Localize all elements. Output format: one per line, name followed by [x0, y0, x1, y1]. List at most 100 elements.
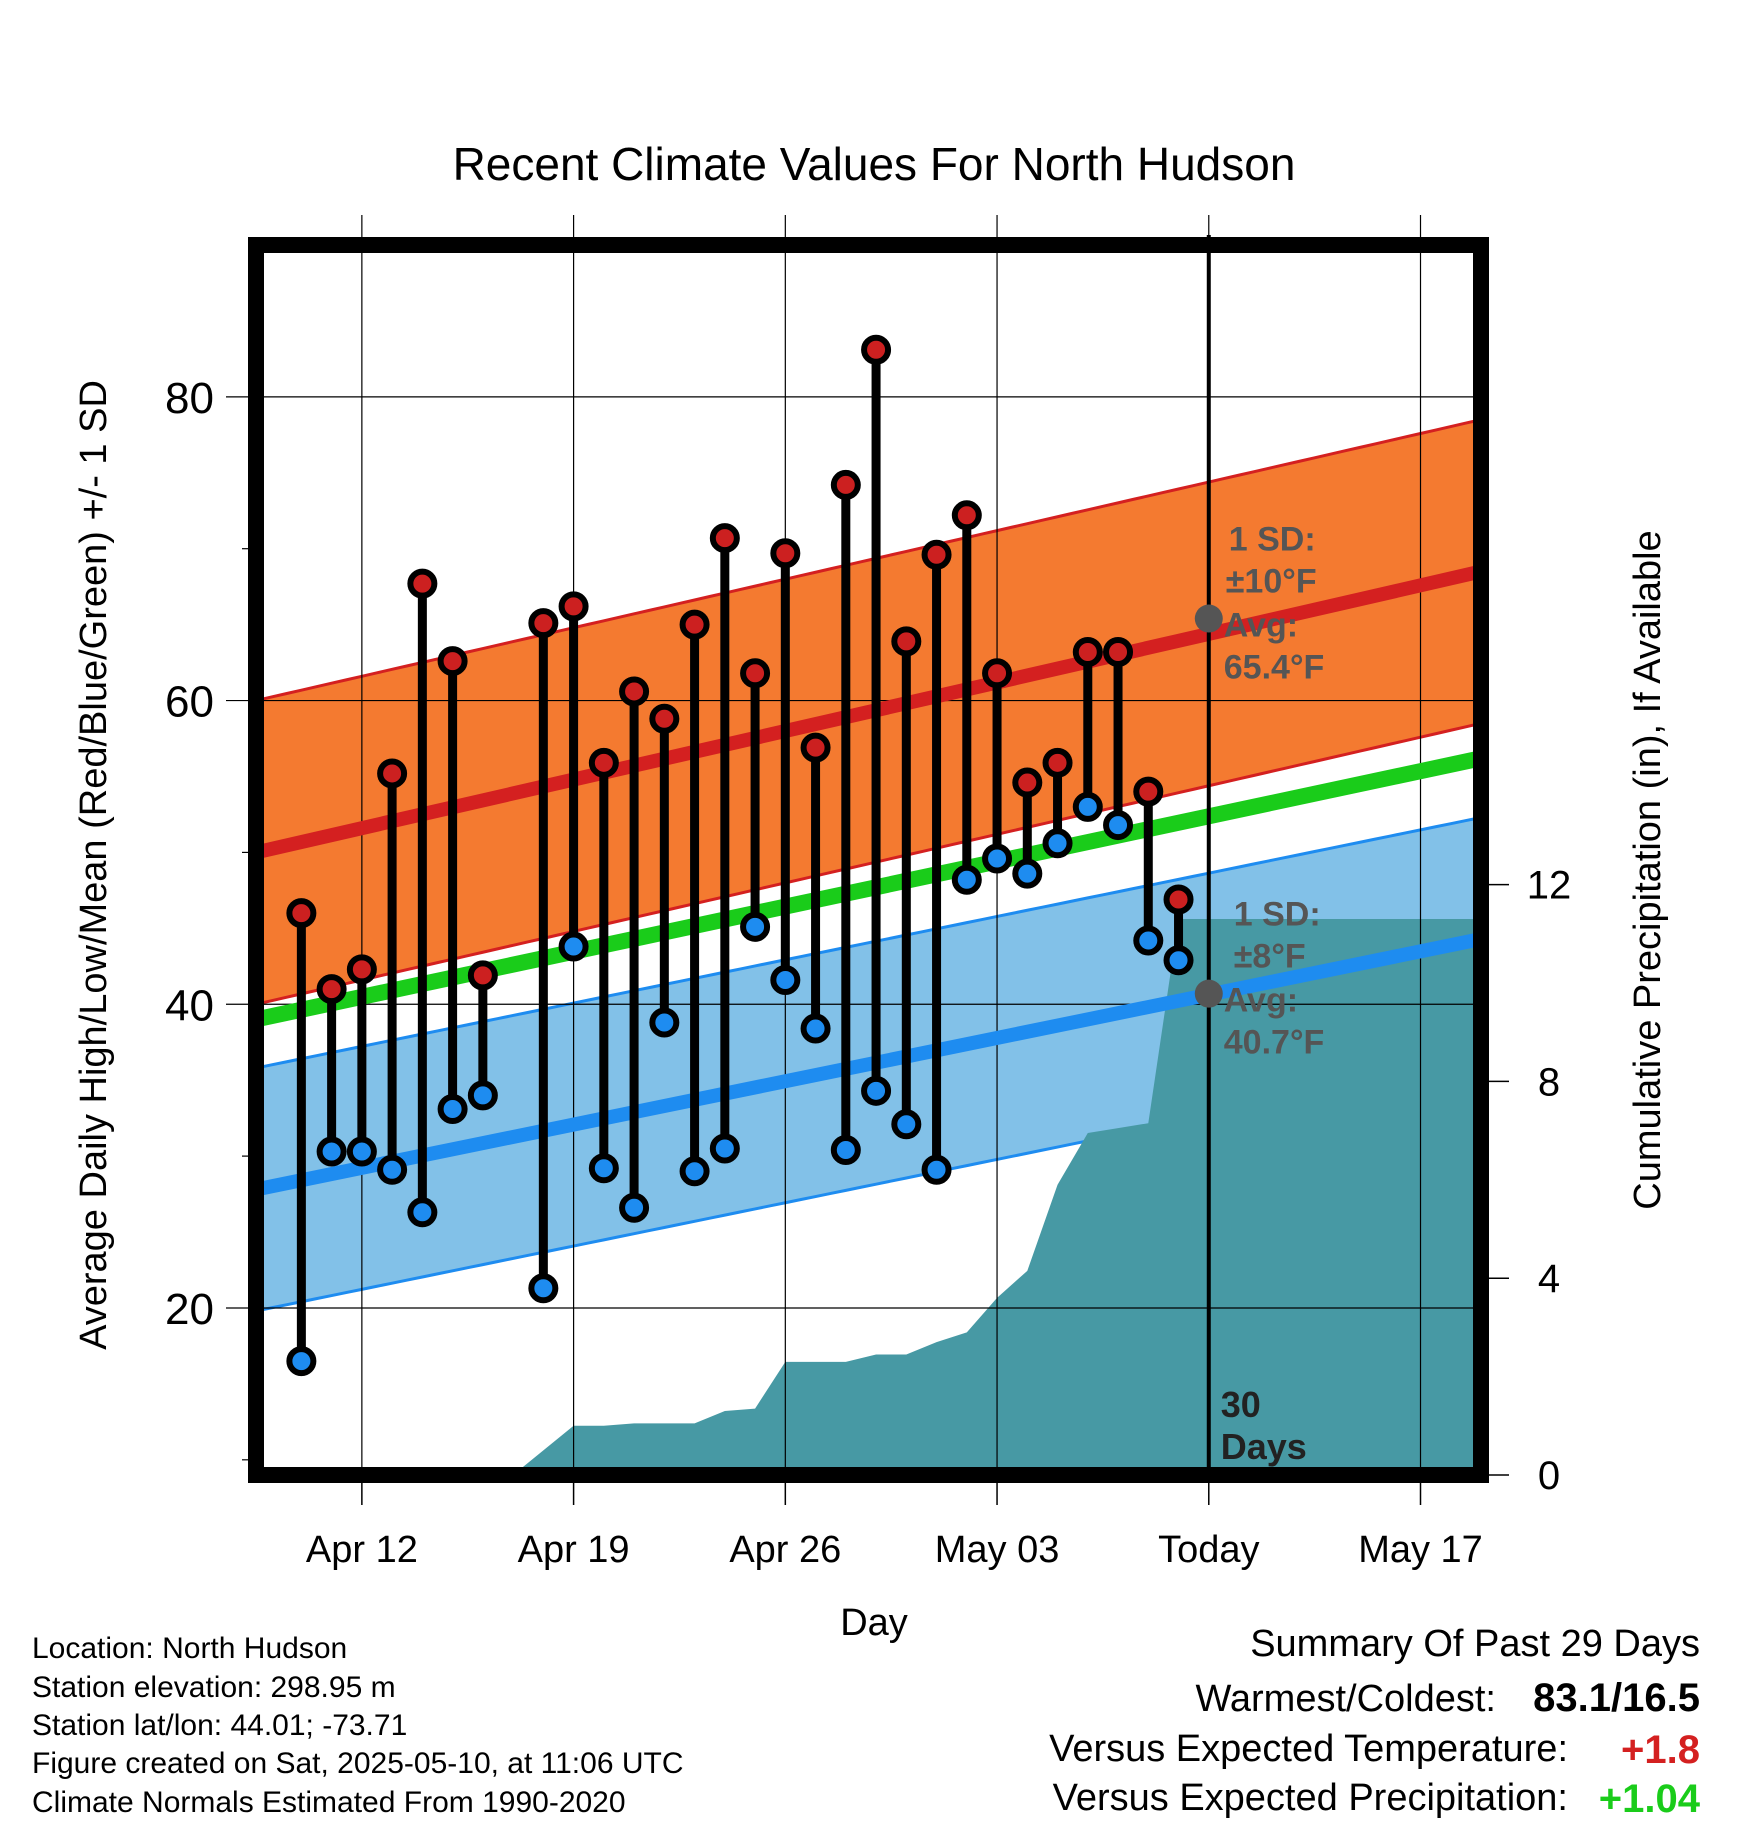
- x-tick-label: May 17: [1358, 1529, 1483, 1571]
- daily-low-point: [377, 1154, 408, 1185]
- daily-low-point: [649, 1007, 680, 1038]
- daily-high-point: [346, 954, 377, 985]
- today-high-average-marker: [1194, 604, 1223, 633]
- high-avg-label: Avg:: [1224, 607, 1298, 645]
- daily-high-point: [951, 500, 982, 531]
- y-tick-label: 40: [165, 981, 214, 1030]
- daily-low-point: [1163, 945, 1194, 976]
- daily-high-point: [1163, 884, 1194, 915]
- x-tick-label: May 03: [935, 1529, 1060, 1571]
- daily-low-point: [346, 1136, 377, 1167]
- daily-low-point: [528, 1273, 559, 1304]
- precip-area: [256, 919, 1481, 1475]
- daily-low-point: [1042, 828, 1073, 859]
- summary-panel: Summary Of Past 29 Days Warmest/Coldest:…: [1049, 1623, 1701, 1821]
- x-tick-label: Apr 19: [518, 1529, 630, 1571]
- daily-high-point: [709, 523, 740, 554]
- daily-low-point: [740, 911, 771, 942]
- daily-low-point: [437, 1094, 468, 1125]
- today-days-label-line: Days: [1221, 1426, 1307, 1467]
- daily-low-point: [286, 1346, 317, 1377]
- daily-low-point: [800, 1013, 831, 1044]
- daily-low-point: [891, 1109, 922, 1140]
- daily-high-point: [437, 646, 468, 677]
- y2-tick-label: 8: [1538, 1060, 1560, 1104]
- daily-high-point: [467, 960, 498, 991]
- high-sd-value: ±10°F: [1226, 563, 1317, 601]
- daily-low-point: [1133, 925, 1164, 956]
- daily-high-point: [921, 539, 952, 570]
- daily-high-point: [1103, 636, 1134, 667]
- daily-low-point: [467, 1080, 498, 1111]
- daily-low-point: [830, 1135, 861, 1166]
- y-axis-label: Average Daily High/Low/Mean (Red/Blue/Gr…: [73, 380, 115, 1350]
- chart-title: Recent Climate Values For North Hudson: [453, 138, 1296, 190]
- summary-temp-value: +1.8: [1621, 1728, 1700, 1772]
- daily-high-point: [407, 568, 438, 599]
- daily-low-point: [588, 1153, 619, 1184]
- y2-axis-label: Cumulative Precipitation (in), If Availa…: [1627, 530, 1669, 1209]
- daily-high-point: [1042, 747, 1073, 778]
- info-normals: Climate Normals Estimated From 1990-2020: [32, 1786, 626, 1819]
- x-axis-label: Day: [840, 1602, 908, 1644]
- station-info: Location: North Hudson Station elevation…: [32, 1632, 684, 1819]
- today-low-average-marker: [1194, 979, 1223, 1008]
- daily-low-point: [407, 1197, 438, 1228]
- daily-high-point: [1012, 767, 1043, 798]
- daily-low-point: [316, 1136, 347, 1167]
- daily-high-point: [982, 658, 1013, 689]
- average-mean-line: [254, 750, 1483, 1028]
- daily-low-point: [770, 964, 801, 995]
- today-days-label: 30 Days: [1221, 1384, 1307, 1467]
- y-tick-label: 20: [165, 1285, 214, 1334]
- y-tick-label: 80: [165, 374, 214, 423]
- info-location: Location: North Hudson: [32, 1632, 347, 1665]
- daily-low-point: [679, 1156, 710, 1187]
- daily-low-point: [709, 1133, 740, 1164]
- daily-high-point: [1072, 636, 1103, 667]
- plot-frame: [248, 237, 1489, 1483]
- daily-high-point: [377, 758, 408, 789]
- daily-high-point: [891, 626, 922, 657]
- high-avg-value: 65.4°F: [1224, 649, 1325, 687]
- daily-low-point: [1072, 791, 1103, 822]
- daily-low-point: [921, 1154, 952, 1185]
- y2-tick-label: 12: [1527, 864, 1572, 908]
- high-sd-label: 1 SD:: [1229, 521, 1316, 559]
- info-created: Figure created on Sat, 2025-05-10, at 11…: [32, 1747, 684, 1780]
- daily-high-point: [619, 676, 650, 707]
- daily-low-point: [1012, 858, 1043, 889]
- daily-high-point: [740, 658, 771, 689]
- daily-high-point: [588, 747, 619, 778]
- y-tick-label: 60: [165, 678, 214, 727]
- today-days-label-line: 30: [1221, 1384, 1261, 1425]
- x-tick-label: Apr 12: [306, 1529, 418, 1571]
- low-avg-label: Avg:: [1224, 982, 1298, 1020]
- daily-high-point: [286, 898, 317, 929]
- summary-warm-cold-label: Warmest/Coldest:: [1195, 1678, 1496, 1720]
- daily-high-point: [800, 732, 831, 763]
- average-high-line: [254, 564, 1483, 860]
- info-elevation: Station elevation: 298.95 m: [32, 1671, 396, 1704]
- y2-tick-label: 0: [1538, 1454, 1560, 1498]
- daily-high-point: [861, 334, 892, 365]
- daily-high-point: [649, 703, 680, 734]
- daily-high-point: [1133, 776, 1164, 807]
- daily-low-point: [619, 1192, 650, 1223]
- plot-area: 1 SD: ±10°F Avg: 65.4°F 1 SD: ±8°F Avg: 40.7°F 3…: [165, 215, 1571, 1571]
- low-sd-value: ±8°F: [1234, 938, 1306, 976]
- daily-high-point: [830, 469, 861, 500]
- daily-high-point: [316, 974, 347, 1005]
- daily-low-point: [861, 1075, 892, 1106]
- daily-high-point: [770, 538, 801, 569]
- daily-low-point: [558, 931, 589, 962]
- info-latlon: Station lat/lon: 44.01; -73.71: [32, 1709, 407, 1742]
- daily-high-point: [558, 591, 589, 622]
- average-low-line: [254, 932, 1483, 1197]
- low-sd-label: 1 SD:: [1234, 896, 1321, 934]
- summary-precip-value: +1.04: [1599, 1777, 1701, 1821]
- daily-low-point: [982, 843, 1013, 874]
- y2-tick-label: 4: [1538, 1257, 1560, 1301]
- summary-temp-label: Versus Expected Temperature:: [1049, 1728, 1568, 1770]
